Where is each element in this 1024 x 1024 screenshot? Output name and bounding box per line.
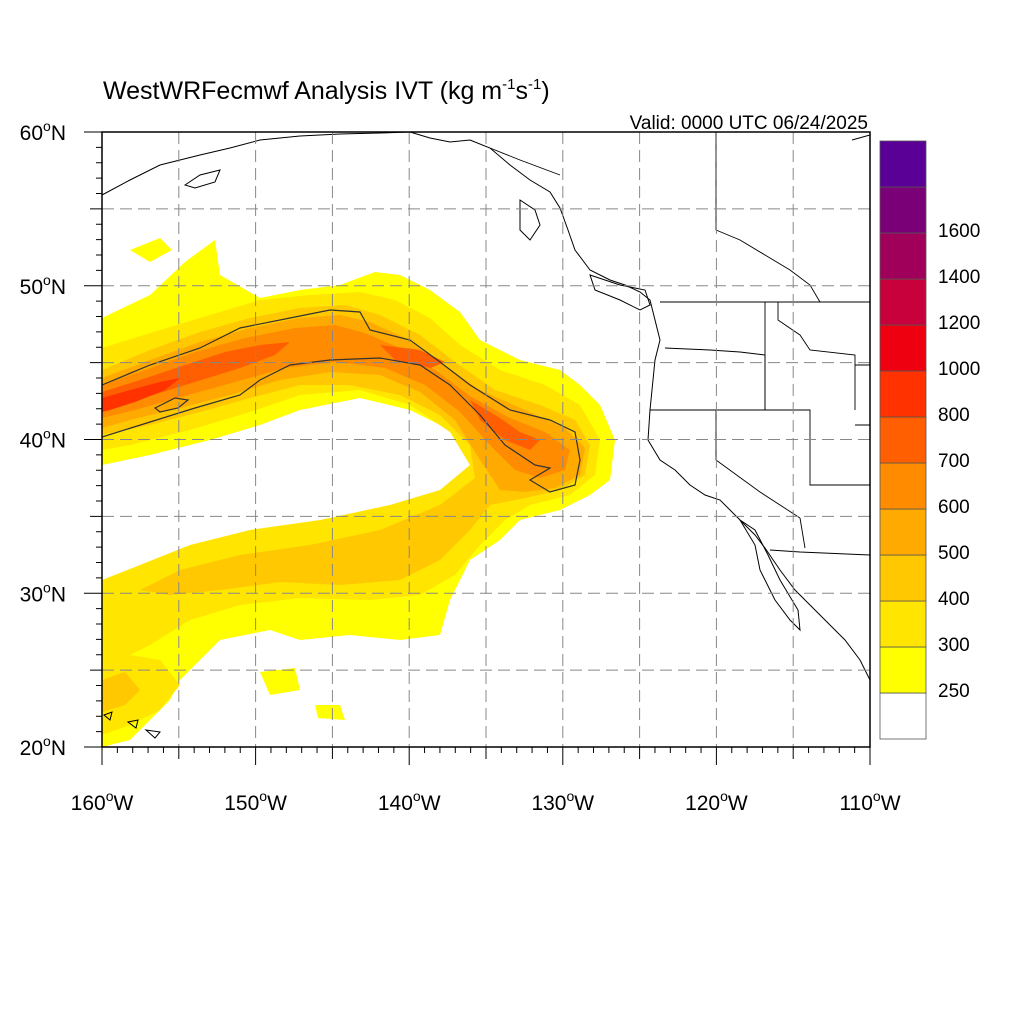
valid-time-label: Valid: 0000 UTC 06/24/2025	[630, 113, 868, 134]
colorbar-label: 1400	[938, 267, 980, 288]
colorbar-swatch	[879, 692, 927, 740]
colorbar-labels: 250 300 400 500 600 700 800 1000 1200 1400 1600	[938, 221, 980, 702]
longitude-labels: 160oW 150oW 140oW 130oW 120oW 110oW	[71, 788, 901, 815]
lat-tick-label: 50oN	[20, 272, 66, 299]
lat-tick-label: 30oN	[20, 579, 66, 606]
ivt-700-region	[102, 342, 540, 450]
lat-tick-label: 40oN	[20, 426, 66, 453]
ivt-250-region-north	[130, 238, 172, 262]
colorbar-swatch	[879, 140, 927, 188]
ivt-250-region-south	[260, 668, 345, 720]
colorbar-swatch	[879, 554, 927, 602]
colorbar-swatch	[879, 646, 927, 694]
lat-tick-label: 20oN	[20, 733, 66, 760]
political-borders	[489, 132, 870, 556]
colorbar-swatch	[879, 416, 927, 464]
colorbar	[879, 140, 927, 740]
colorbar-label: 500	[938, 543, 970, 564]
lon-tick-label: 160oW	[71, 788, 134, 815]
graticule	[102, 132, 870, 747]
colorbar-swatch	[879, 324, 927, 372]
ivt-contour-outer	[102, 309, 581, 493]
ivt-contour-inner	[153, 397, 190, 413]
colorbar-label: 800	[938, 405, 970, 426]
colorbar-label: 1600	[938, 221, 980, 242]
colorbar-label: 1000	[938, 359, 980, 380]
colorbar-label: 400	[938, 589, 970, 610]
ivt-400-region-sw	[102, 672, 140, 712]
colorbar-swatch	[879, 600, 927, 648]
colorbar-swatch	[879, 186, 927, 234]
colorbar-label: 1200	[938, 313, 980, 334]
colorbar-label: 700	[938, 451, 970, 472]
lon-tick-label: 140oW	[378, 788, 441, 815]
coastlines	[102, 132, 870, 739]
lon-tick-label: 150oW	[224, 788, 287, 815]
latitude-labels: 60oN 50oN 40oN 30oN 20oN	[20, 118, 66, 760]
colorbar-label: 250	[938, 681, 970, 702]
map-title: WestWRFecmwf Analysis IVT (kg m-1s-1)	[103, 76, 550, 105]
colorbar-swatch	[879, 508, 927, 556]
lat-tick-label: 60oN	[20, 118, 66, 145]
lon-tick-label: 110oW	[839, 788, 900, 815]
ivt-800-region	[102, 378, 180, 412]
colorbar-swatch	[879, 278, 927, 326]
ivt-field	[102, 132, 870, 747]
colorbar-label: 600	[938, 497, 970, 518]
colorbar-swatch	[879, 370, 927, 418]
axis-ticks	[84, 131, 871, 765]
colorbar-swatch	[879, 462, 927, 510]
lon-tick-label: 130oW	[531, 788, 594, 815]
lon-tick-label: 120oW	[685, 788, 748, 815]
colorbar-label: 300	[938, 635, 970, 656]
colorbar-swatch	[879, 232, 927, 280]
